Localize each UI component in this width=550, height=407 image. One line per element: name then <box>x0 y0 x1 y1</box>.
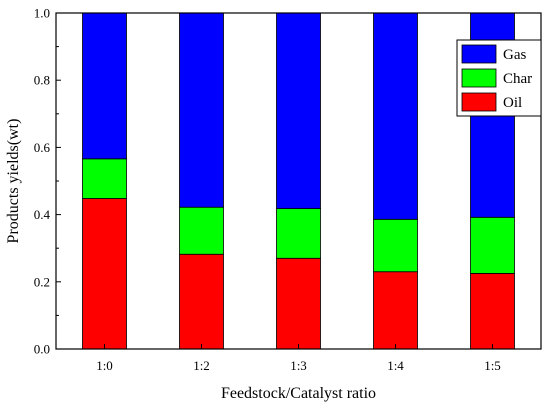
x-tick-label: 1:0 <box>96 358 113 373</box>
legend-swatch-gas <box>461 44 497 64</box>
legend: Gas Char Oil <box>456 39 542 117</box>
bar-oil-1-4 <box>373 271 418 350</box>
x-axis-label: Feedstock/Catalyst ratio <box>221 385 376 402</box>
y-tick-label: 0.8 <box>34 73 50 88</box>
bar-oil-1-2 <box>179 253 224 350</box>
legend-swatch-oil <box>461 92 497 112</box>
bar-char-1-0 <box>82 158 127 199</box>
bar-oil-1-3 <box>276 257 321 350</box>
x-tick-label: 1:4 <box>387 358 404 373</box>
legend-label-gas: Gas <box>503 47 526 63</box>
bar-gas-1-2 <box>179 12 224 208</box>
bar-char-1-5 <box>470 216 515 274</box>
y-tick-label: 0.0 <box>34 342 50 357</box>
legend-swatch-char <box>461 68 497 88</box>
bar-gas-1-0 <box>82 12 127 160</box>
x-tick-label: 1:5 <box>484 358 501 373</box>
bar-char-1-4 <box>373 218 418 273</box>
bar-gas-1-4 <box>373 12 418 220</box>
y-tick-label: 1.0 <box>34 6 50 21</box>
bar-gas-1-3 <box>276 12 321 209</box>
bar-char-1-3 <box>276 208 321 259</box>
y-tick-label: 0.4 <box>34 207 51 222</box>
bar-oil-1-0 <box>82 198 127 350</box>
bar-oil-1-5 <box>470 272 515 350</box>
y-tick-label: 0.6 <box>34 140 51 155</box>
legend-label-oil: Oil <box>503 95 522 111</box>
y-axis: 0.0 0.2 0.4 0.6 0.8 1.0 <box>34 6 61 357</box>
y-tick-label: 0.2 <box>34 274 50 289</box>
legend-label-char: Char <box>503 71 532 87</box>
bar-char-1-2 <box>179 206 224 255</box>
bars-group <box>82 12 515 350</box>
x-axis: 1:0 1:2 1:3 1:4 1:5 <box>96 344 501 373</box>
x-tick-label: 1:2 <box>193 358 210 373</box>
x-tick-label: 1:3 <box>290 358 307 373</box>
y-axis-label: Products yields(wt) <box>5 119 22 244</box>
